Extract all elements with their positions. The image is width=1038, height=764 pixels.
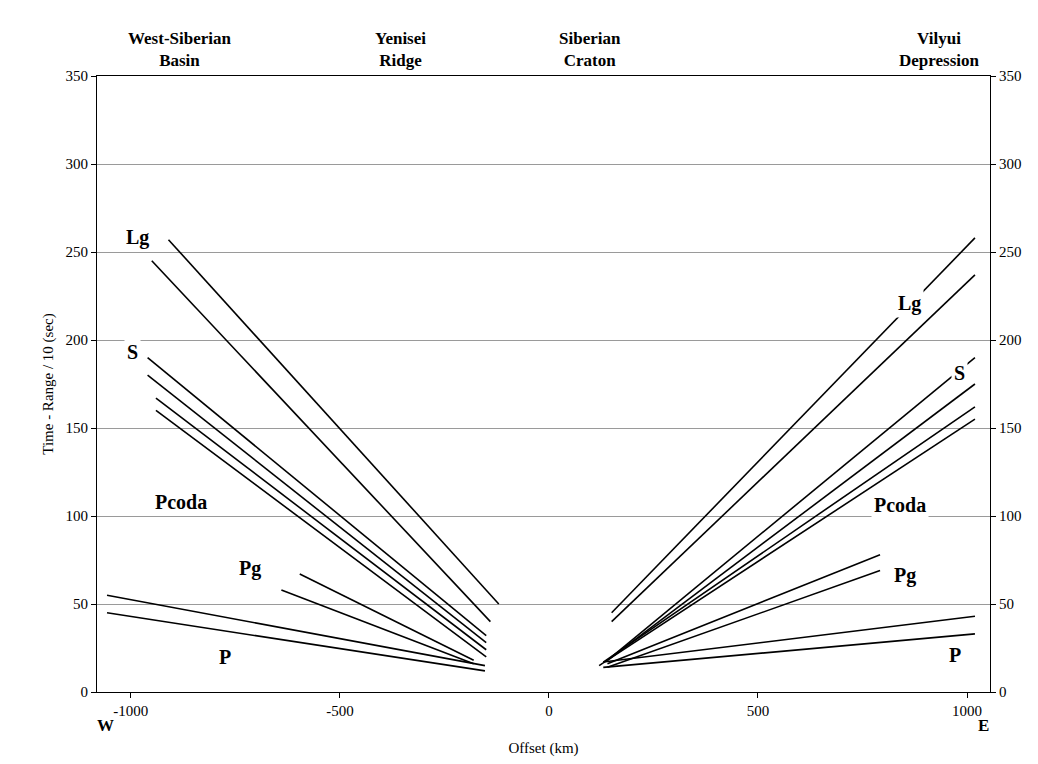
svg-text:YeniseiRidge: YeniseiRidge <box>375 29 426 70</box>
svg-text:E: E <box>978 716 989 735</box>
svg-text:SiberianCraton: SiberianCraton <box>559 29 621 70</box>
svg-text:Offset (km): Offset (km) <box>508 740 578 757</box>
svg-text:0: 0 <box>81 684 89 700</box>
svg-text:0: 0 <box>999 684 1007 700</box>
svg-text:100: 100 <box>999 508 1022 524</box>
svg-text:S: S <box>127 341 138 363</box>
svg-text:500: 500 <box>747 703 770 719</box>
svg-text:Pg: Pg <box>894 564 916 587</box>
svg-text:P: P <box>949 644 961 666</box>
svg-text:50: 50 <box>999 596 1014 612</box>
svg-text:Time - Range / 10 (sec): Time - Range / 10 (sec) <box>40 313 57 455</box>
svg-text:0: 0 <box>545 703 553 719</box>
svg-text:Pg: Pg <box>239 557 261 580</box>
svg-text:W: W <box>97 716 114 735</box>
svg-text:150: 150 <box>66 420 89 436</box>
svg-text:200: 200 <box>66 332 89 348</box>
svg-text:Pcoda: Pcoda <box>155 491 207 513</box>
svg-text:300: 300 <box>66 156 89 172</box>
svg-text:200: 200 <box>999 332 1022 348</box>
svg-text:250: 250 <box>66 244 89 260</box>
svg-text:Lg: Lg <box>898 292 921 315</box>
svg-text:-500: -500 <box>326 703 354 719</box>
svg-text:150: 150 <box>999 420 1022 436</box>
svg-text:Lg: Lg <box>126 226 149 249</box>
svg-text:Pcoda: Pcoda <box>874 494 926 516</box>
svg-text:S: S <box>954 362 965 384</box>
svg-text:100: 100 <box>66 508 89 524</box>
svg-text:VilyuiDepression: VilyuiDepression <box>899 29 980 70</box>
svg-text:350: 350 <box>66 68 89 84</box>
svg-text:50: 50 <box>73 596 88 612</box>
svg-text:P: P <box>219 646 231 668</box>
svg-text:-1000: -1000 <box>113 703 148 719</box>
svg-text:250: 250 <box>999 244 1022 260</box>
svg-text:1000: 1000 <box>952 703 982 719</box>
svg-text:350: 350 <box>999 68 1022 84</box>
svg-text:West-SiberianBasin: West-SiberianBasin <box>128 29 231 70</box>
svg-text:300: 300 <box>999 156 1022 172</box>
